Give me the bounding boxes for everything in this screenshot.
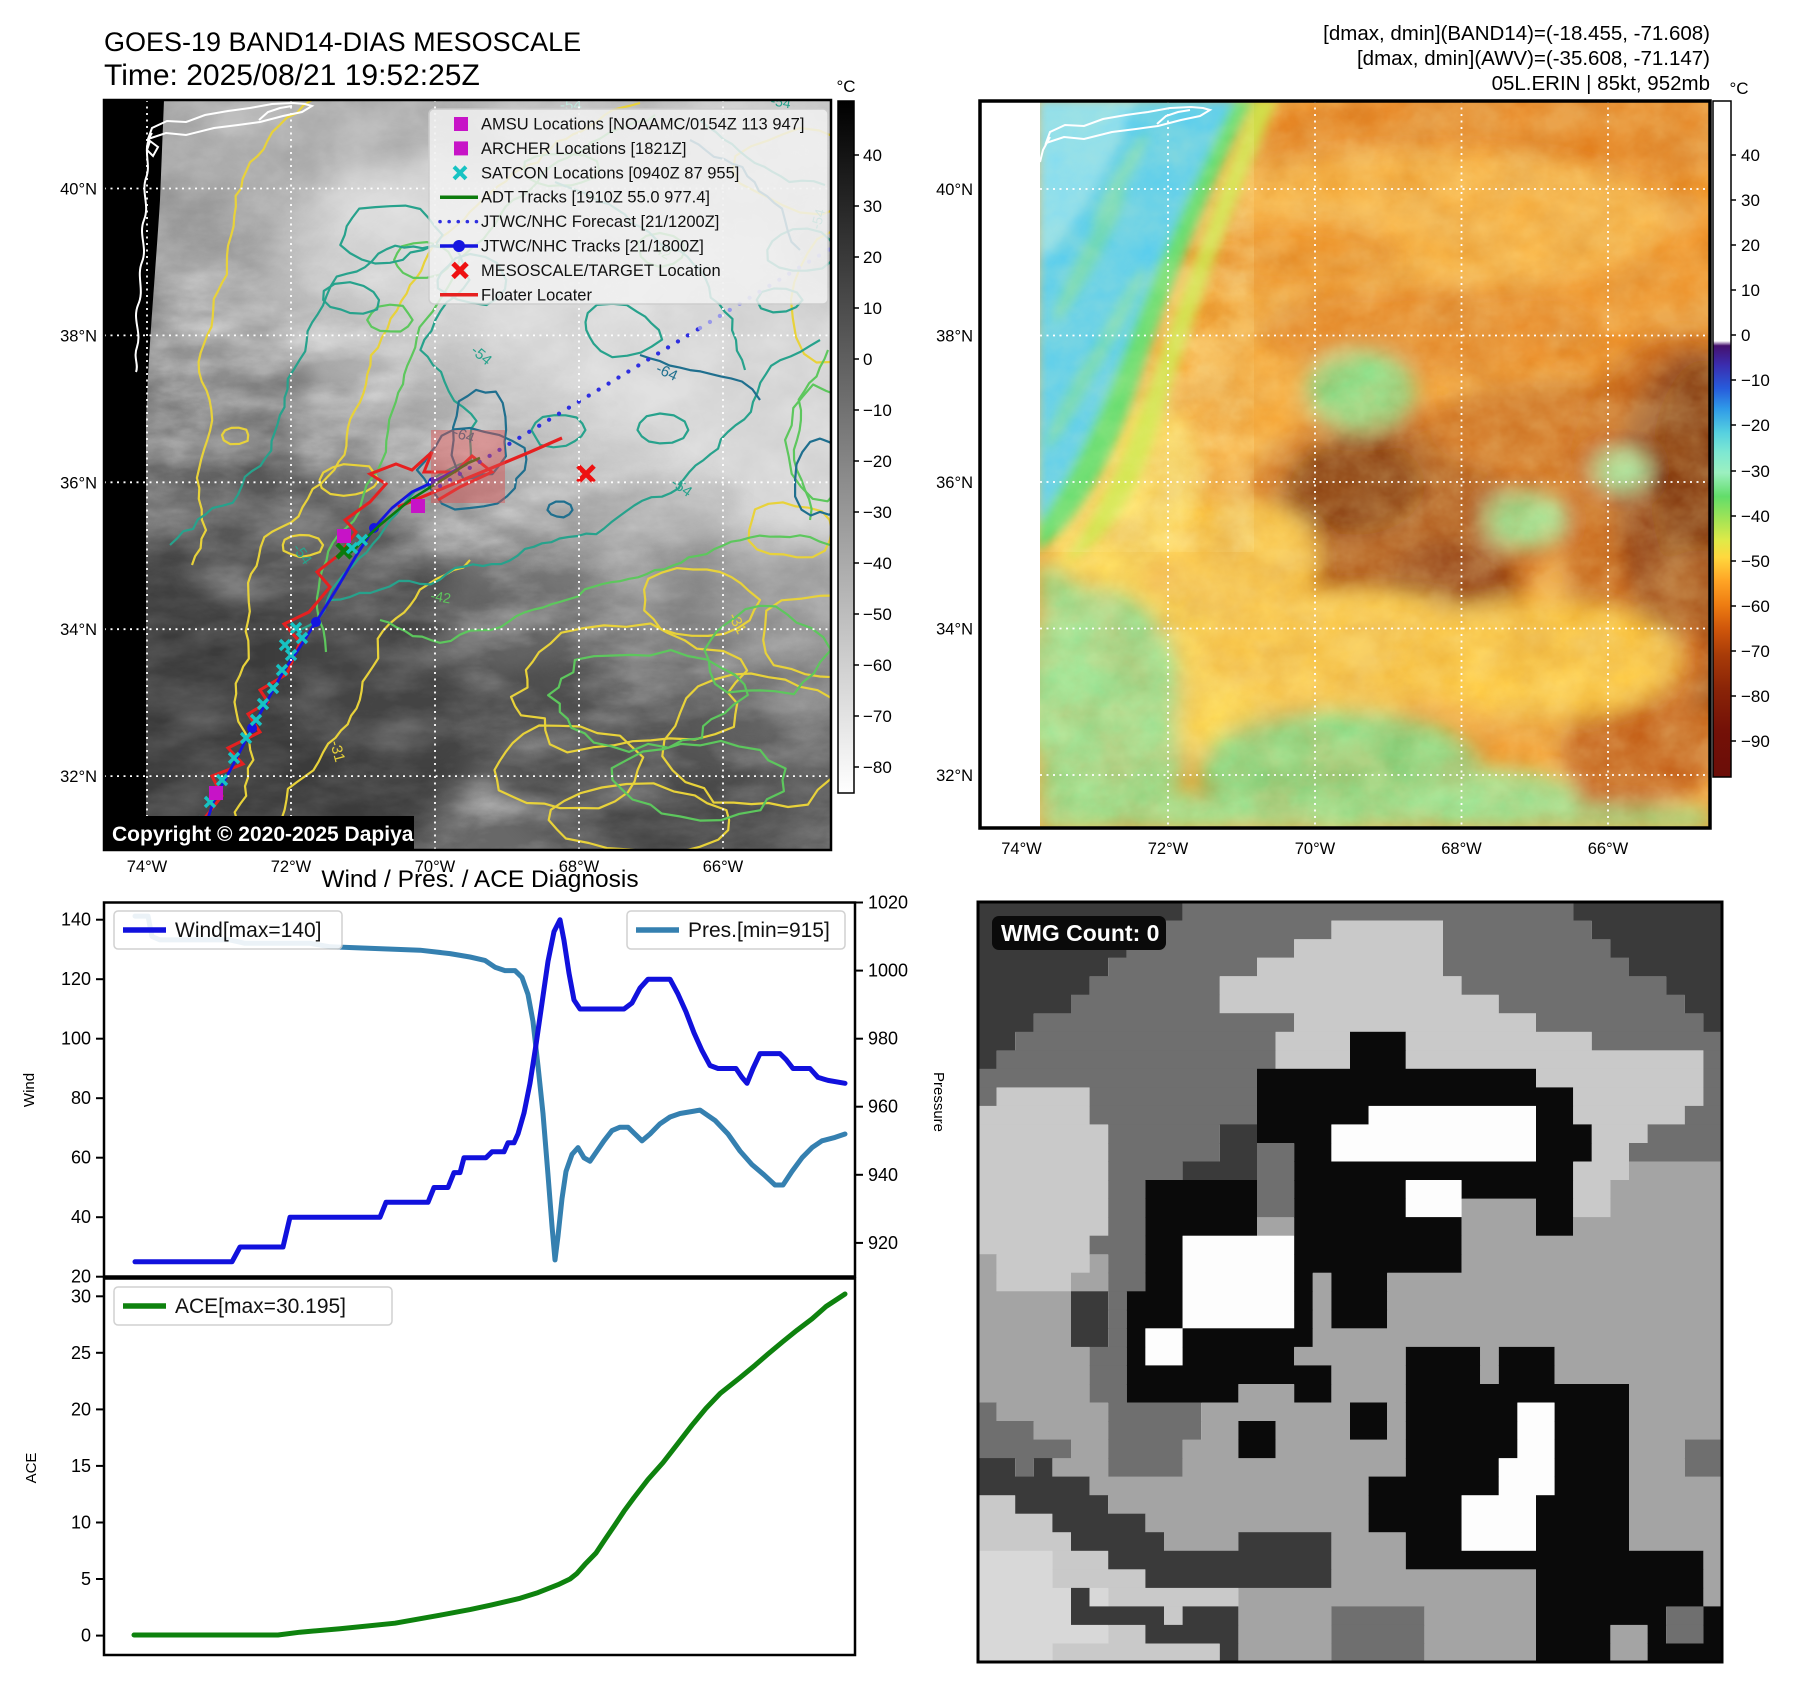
svg-text:5: 5 [81,1569,91,1589]
svg-text:0: 0 [81,1626,91,1646]
svg-text:40: 40 [863,146,882,165]
svg-text:66°W: 66°W [1588,840,1629,858]
svg-text:−50: −50 [1741,552,1770,571]
svg-text:25: 25 [71,1343,91,1363]
svg-text:−10: −10 [1741,371,1770,390]
svg-text:15: 15 [71,1456,91,1476]
svg-text:34°N: 34°N [936,621,973,639]
svg-text:74°W: 74°W [1001,840,1042,858]
svg-text:20: 20 [1741,236,1760,255]
svg-text:WMG Count: 0: WMG Count: 0 [1001,920,1159,946]
svg-text:Wind: Wind [21,1073,38,1107]
svg-text:0: 0 [863,350,872,369]
svg-text:−30: −30 [863,503,892,522]
svg-text:AMSU Locations [NOAAMC/0154Z 1: AMSU Locations [NOAAMC/0154Z 113 947] [481,116,804,134]
svg-text:36°N: 36°N [936,474,973,492]
svg-text:30: 30 [71,1286,91,1306]
svg-text:MESOSCALE/TARGET Location: MESOSCALE/TARGET Location [481,262,721,280]
svg-text:−80: −80 [863,758,892,777]
svg-text:10: 10 [1741,281,1760,300]
svg-text:40: 40 [1741,146,1760,165]
svg-text:°C: °C [1729,79,1748,98]
svg-text:SATCON Locations [0940Z 87 955: SATCON Locations [0940Z 87 955] [481,164,739,182]
svg-text:940: 940 [868,1165,898,1185]
svg-text:Wind / Pres. / ACE Diagnosis: Wind / Pres. / ACE Diagnosis [321,866,638,893]
svg-text:36°N: 36°N [60,474,97,492]
svg-text:10: 10 [863,299,882,318]
svg-text:[dmax, dmin](BAND14)=(-18.455,: [dmax, dmin](BAND14)=(-18.455, -71.608) [1323,22,1710,45]
svg-text:-64: -64 [451,424,477,447]
svg-text:66°W: 66°W [703,858,744,876]
svg-text:68°W: 68°W [1441,840,1482,858]
svg-text:−30: −30 [1741,462,1770,481]
svg-text:120: 120 [61,969,91,989]
svg-text:°C: °C [836,77,855,96]
svg-text:−20: −20 [863,452,892,471]
svg-text:980: 980 [868,1029,898,1049]
svg-text:ADT Tracks [1910Z 55.0 977.4]: ADT Tracks [1910Z 55.0 977.4] [481,189,710,207]
svg-text:Time: 2025/08/21 19:52:25Z: Time: 2025/08/21 19:52:25Z [104,59,480,92]
svg-text:60: 60 [71,1148,91,1168]
svg-text:38°N: 38°N [936,328,973,346]
svg-text:ACE[max=30.195]: ACE[max=30.195] [175,1295,346,1318]
svg-text:[dmax, dmin](AWV)=(-35.608, -7: [dmax, dmin](AWV)=(-35.608, -71.147) [1357,47,1710,70]
svg-text:960: 960 [868,1097,898,1117]
svg-text:1020: 1020 [868,893,908,913]
svg-text:−40: −40 [1741,507,1770,526]
svg-text:20: 20 [863,248,882,267]
svg-text:20: 20 [71,1267,91,1287]
svg-text:40: 40 [71,1207,91,1227]
svg-text:JTWC/NHC Forecast [21/1200Z]: JTWC/NHC Forecast [21/1200Z] [481,213,719,231]
svg-text:72°W: 72°W [1148,840,1189,858]
svg-text:32°N: 32°N [936,767,973,785]
svg-text:30: 30 [863,197,882,216]
svg-text:68°W: 68°W [559,858,600,876]
svg-text:−40: −40 [863,554,892,573]
svg-text:920: 920 [868,1233,898,1253]
svg-text:30: 30 [1741,191,1760,210]
svg-text:100: 100 [61,1029,91,1049]
svg-text:34°N: 34°N [60,621,97,639]
svg-text:ACE: ACE [23,1453,40,1484]
svg-text:JTWC/NHC Tracks [21/1800Z]: JTWC/NHC Tracks [21/1800Z] [481,238,704,256]
svg-text:−10: −10 [863,401,892,420]
svg-text:GOES-19 BAND14-DIAS MESOSCALE: GOES-19 BAND14-DIAS MESOSCALE [104,27,581,57]
svg-text:−50: −50 [863,605,892,624]
svg-text:05L.ERIN | 85kt, 952mb: 05L.ERIN | 85kt, 952mb [1492,72,1710,95]
svg-text:−60: −60 [1741,597,1770,616]
svg-text:Floater Locater: Floater Locater [481,286,592,304]
svg-text:ARCHER Locations [1821Z]: ARCHER Locations [1821Z] [481,140,686,158]
svg-text:32°N: 32°N [60,768,97,786]
svg-text:Pres.[min=915]: Pres.[min=915] [688,919,830,942]
svg-text:0: 0 [1741,326,1750,345]
svg-text:40°N: 40°N [936,181,973,199]
svg-text:−80: −80 [1741,687,1770,706]
svg-text:−70: −70 [1741,642,1770,661]
svg-text:−60: −60 [863,656,892,675]
svg-text:40°N: 40°N [60,181,97,199]
svg-text:-31: -31 [326,739,348,764]
svg-text:1000: 1000 [868,961,908,981]
svg-text:70°W: 70°W [415,858,456,876]
svg-text:72°W: 72°W [271,858,312,876]
svg-text:38°N: 38°N [60,327,97,345]
svg-text:-54: -54 [769,92,792,111]
svg-text:−90: −90 [1741,732,1770,751]
svg-text:70°W: 70°W [1295,840,1336,858]
svg-text:20: 20 [71,1399,91,1419]
svg-text:140: 140 [61,910,91,930]
svg-text:74°W: 74°W [127,858,168,876]
svg-text:10: 10 [71,1513,91,1533]
svg-text:Pressure: Pressure [930,1072,947,1132]
svg-text:Wind[max=140]: Wind[max=140] [175,919,322,942]
svg-text:−70: −70 [863,707,892,726]
svg-text:Copyright © 2020-2025 Dapiya: Copyright © 2020-2025 Dapiya [112,823,414,846]
svg-text:80: 80 [71,1088,91,1108]
svg-text:−20: −20 [1741,416,1770,435]
